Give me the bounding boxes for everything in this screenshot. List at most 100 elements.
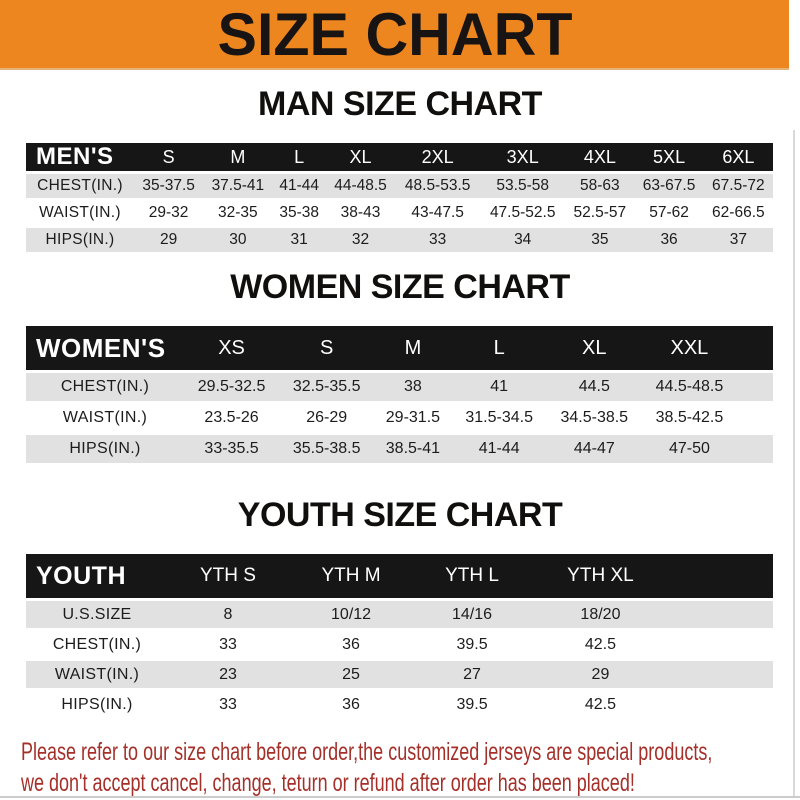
size-cell: 52.5-57	[573, 204, 627, 221]
size-cell: 39.5	[456, 635, 488, 653]
size-cell: 36	[342, 695, 360, 713]
column-header: XXL	[641, 326, 737, 370]
column-header: 2XL	[395, 143, 481, 171]
size-cell: 44-48.5	[334, 177, 387, 194]
notice-line-2: we don't accept cancel, change, teturn o…	[21, 769, 635, 797]
row-label: HIPS(IN.)	[45, 231, 115, 248]
size-cell: 35.5-38.5	[292, 440, 361, 457]
table-title-youth: YOUTH	[26, 554, 168, 598]
column-header: S	[134, 143, 204, 171]
table-row: HIPS(IN.) 33-35.5 35.5-38.5 38.5-41 41-44 44-…	[26, 435, 773, 463]
column-header: 3XL	[480, 143, 566, 171]
size-cell: 31	[290, 231, 308, 248]
size-cell: 38.5-42.5	[655, 409, 724, 426]
row-label: WAIST(IN.)	[54, 665, 140, 683]
size-cell: 37	[729, 231, 747, 248]
size-cell: 23.5-26	[204, 409, 259, 426]
size-cell: 47.5-52.5	[489, 204, 556, 221]
size-cell: 41-44	[279, 177, 319, 194]
size-cell: 33	[219, 695, 237, 713]
table-row: HIPS(IN.) 29 30 31 32 33 34 35 36 37	[26, 228, 773, 252]
size-cell: 23	[219, 665, 237, 683]
table-row: CHEST(IN.) 33 36 39.5 42.5	[26, 631, 773, 658]
right-border-line	[793, 130, 795, 796]
filler-cell	[671, 601, 773, 628]
section-heading-youth: YOUTH SIZE CHART	[237, 496, 563, 534]
size-cell: 37.5-41	[211, 177, 265, 194]
size-cell: 39.5	[456, 695, 488, 713]
size-cell: 33	[219, 635, 237, 653]
row-label: WAIST(IN.)	[39, 204, 121, 221]
notice-line-1: Please refer to our size chart before or…	[21, 738, 713, 766]
size-section-youth: YOUTH SIZE CHART YOUTH YTH S YTH M YTH L YTH…	[0, 496, 800, 721]
page-title: SIZE CHART	[217, 0, 572, 68]
size-cell: 32-35	[218, 204, 258, 221]
size-cell: 27	[463, 665, 481, 683]
column-header: XL	[546, 326, 642, 370]
row-label: CHEST(IN.)	[37, 177, 123, 194]
size-cell: 35-37.5	[142, 177, 195, 194]
size-cell: 53.5-58	[496, 177, 549, 194]
row-label: WAIST(IN.)	[62, 409, 148, 426]
table-title-men: MEN'S	[26, 143, 134, 171]
size-cell: 25	[342, 665, 360, 683]
size-cell: 10/12	[331, 605, 372, 623]
column-header: 4XL	[565, 143, 635, 171]
banner: SIZE CHART	[0, 0, 789, 70]
table-row: U.S.SIZE 8 10/12 14/16 18/20	[26, 601, 773, 628]
filler-cell	[671, 554, 773, 598]
column-header: L	[272, 143, 326, 171]
row-label: U.S.SIZE	[62, 605, 132, 623]
column-header: 6XL	[703, 143, 773, 171]
column-header: XS	[184, 326, 280, 370]
size-cell: 43-47.5	[411, 204, 464, 221]
size-table-men: MEN'S S M L XL 2XL 3XL 4XL 5XL 6XL CHEST(IN.) 35-3…	[26, 140, 773, 255]
order-notice: Please refer to our size chart before or…	[21, 737, 800, 799]
size-cell: 35	[591, 231, 609, 248]
size-chart-sections: MAN SIZE CHART MEN'S S M L XL 2XL 3XL 4XL 5XL 6XL…	[0, 85, 800, 721]
bottom-border-line	[0, 796, 800, 798]
size-cell: 29-31.5	[385, 409, 441, 426]
size-cell: 8	[223, 605, 233, 623]
column-header: YTH XL	[529, 554, 671, 598]
row-label: CHEST(IN.)	[60, 378, 150, 395]
column-header: 5XL	[634, 143, 704, 171]
size-cell: 31.5-34.5	[465, 409, 533, 426]
section-heading-women: WOMEN SIZE CHART	[230, 268, 570, 306]
size-table-youth: YOUTH YTH S YTH M YTH L YTH XL U.S.SIZE 8 10/1…	[26, 551, 773, 721]
size-cell: 34.5-38.5	[560, 409, 629, 426]
filler-cell	[737, 373, 773, 401]
size-cell: 36	[342, 635, 360, 653]
size-cell: 42.5	[584, 695, 617, 713]
table-row: WAIST(IN.) 23.5-26 26-29 29-31.5 31.5-34.5 34…	[26, 404, 773, 432]
size-cell: 32	[351, 231, 370, 248]
column-header: M	[203, 143, 273, 171]
table-row: HIPS(IN.) 33 36 39.5 42.5	[26, 691, 773, 718]
table-row: CHEST(IN.) 35-37.5 37.5-41 41-44 44-48.5 48.5…	[26, 174, 773, 198]
size-cell: 29	[591, 665, 610, 683]
size-cell: 32.5-35.5	[292, 378, 361, 395]
size-cell: 29	[159, 231, 178, 248]
size-cell: 62-66.5	[712, 204, 765, 221]
table-header-row: MEN'S S M L XL 2XL 3XL 4XL 5XL 6XL	[26, 143, 773, 171]
size-cell: 58-63	[580, 177, 620, 194]
table-row: WAIST(IN.) 23 25 27 29	[26, 661, 773, 688]
size-section-men: MAN SIZE CHART MEN'S S M L XL 2XL 3XL 4XL 5XL 6XL…	[0, 85, 800, 255]
column-header: L	[451, 326, 547, 370]
size-cell: 67.5-72	[712, 177, 765, 194]
column-header: S	[279, 326, 375, 370]
table-row: CHEST(IN.) 29.5-32.5 32.5-35.5 38 41 44.5 44.5…	[26, 373, 773, 401]
table-title-women: WOMEN'S	[26, 326, 184, 370]
size-cell: 41-44	[478, 440, 520, 457]
size-cell: 30	[229, 231, 247, 248]
table-header-row: WOMEN'S XS S M L XL XXL	[26, 326, 773, 370]
size-cell: 36	[660, 231, 678, 248]
size-cell: 18/20	[580, 605, 621, 623]
column-header: XL	[325, 143, 396, 171]
row-label: HIPS(IN.)	[69, 440, 141, 457]
size-cell: 41	[490, 378, 509, 395]
filler-cell	[737, 404, 773, 432]
size-cell: 63-67.5	[642, 177, 696, 194]
table-row: WAIST(IN.) 29-32 32-35 35-38 38-43 43-47.5 47.…	[26, 201, 773, 225]
